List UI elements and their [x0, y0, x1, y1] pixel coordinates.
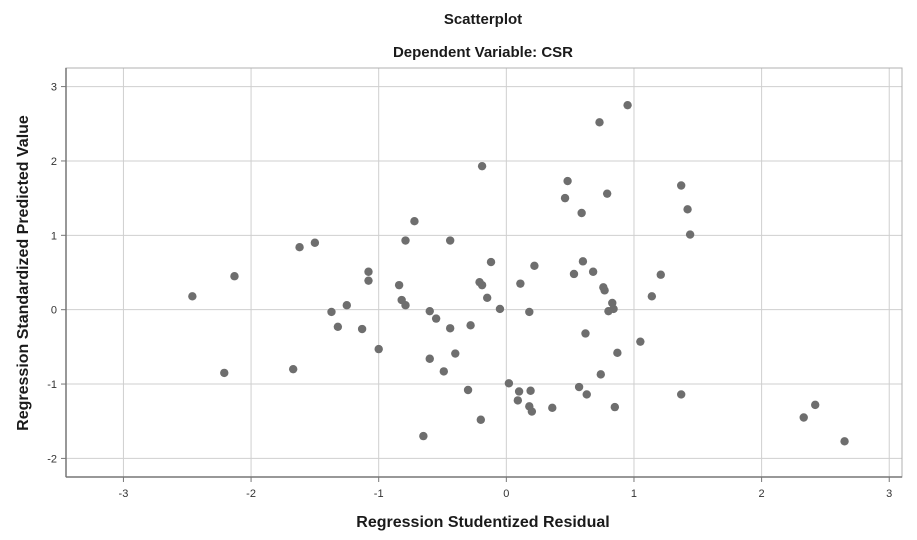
- data-point: [609, 304, 618, 314]
- data-point: [310, 238, 320, 247]
- data-point: [525, 307, 534, 317]
- y-tick-label: 2: [51, 156, 57, 168]
- data-point: [451, 349, 460, 358]
- data-point: [477, 161, 487, 171]
- y-tick-label: -1: [47, 379, 57, 391]
- data-point: [588, 267, 598, 276]
- data-point: [327, 307, 336, 317]
- x-axis-label: Regression Studentized Residual: [356, 514, 609, 531]
- data-point: [357, 324, 367, 334]
- x-tick-label: 0: [503, 488, 509, 500]
- data-point: [596, 370, 605, 379]
- x-tick-label: 2: [759, 488, 765, 500]
- data-point: [600, 286, 609, 295]
- data-point: [513, 396, 523, 405]
- data-point: [288, 364, 298, 374]
- data-point: [656, 270, 665, 279]
- data-point: [563, 176, 572, 186]
- data-point: [610, 402, 620, 412]
- data-point: [419, 431, 428, 441]
- data-point: [582, 390, 591, 399]
- data-point: [410, 216, 419, 226]
- data-point: [495, 304, 505, 314]
- data-point: [401, 301, 410, 310]
- data-point: [676, 390, 686, 399]
- data-point: [445, 324, 455, 333]
- x-tick-label: 1: [631, 488, 637, 500]
- data-point: [581, 329, 590, 338]
- data-point: [374, 344, 383, 354]
- x-tick-label: -3: [119, 488, 129, 500]
- data-point: [527, 407, 537, 416]
- data-point: [514, 387, 524, 396]
- data-point: [840, 437, 849, 446]
- data-point: [811, 400, 820, 410]
- data-point: [445, 236, 455, 245]
- data-point: [425, 354, 434, 363]
- data-point: [595, 118, 604, 127]
- data-point: [230, 272, 239, 281]
- data-point: [516, 279, 525, 288]
- data-point: [504, 379, 514, 388]
- data-point: [477, 280, 487, 290]
- data-point: [364, 267, 373, 276]
- data-point: [577, 208, 586, 218]
- y-tick-label: -2: [47, 453, 57, 465]
- data-point: [799, 413, 808, 422]
- x-tick-label: -1: [374, 488, 384, 500]
- data-point: [647, 292, 657, 301]
- data-point: [364, 276, 373, 285]
- data-point: [486, 257, 496, 267]
- x-tick-label: 3: [886, 488, 892, 500]
- data-point: [333, 322, 343, 331]
- data-point: [602, 189, 612, 198]
- y-tick-label: 1: [51, 230, 57, 242]
- y-tick-label: 3: [51, 82, 57, 94]
- data-point: [476, 415, 486, 424]
- data-point: [188, 292, 197, 301]
- tick-layer: -3 -2 -1 0 1 2 3 -2 -1 0 1 2 3: [47, 82, 892, 500]
- data-point: [401, 236, 410, 245]
- grid-layer: [66, 68, 902, 477]
- data-point: [439, 367, 448, 376]
- data-point: [425, 306, 434, 316]
- data-point: [548, 403, 557, 413]
- data-point: [560, 193, 570, 203]
- data-point: [636, 337, 645, 346]
- data-point: [569, 269, 579, 279]
- data-point: [683, 205, 692, 214]
- data-point: [431, 314, 441, 323]
- plot-frame: [65, 67, 903, 478]
- chart-subtitle: Dependent Variable: CSR: [393, 44, 573, 61]
- data-point: [220, 368, 229, 378]
- data-point: [613, 348, 622, 358]
- data-point: [466, 321, 475, 330]
- data-point: [685, 230, 695, 239]
- data-point: [482, 293, 492, 302]
- data-point: [578, 257, 588, 266]
- data-point: [574, 382, 584, 392]
- data-point: [526, 386, 535, 395]
- x-tick-label: -2: [246, 488, 256, 500]
- y-axis-label: Regression Standardized Predicted Value: [15, 115, 32, 431]
- data-point: [394, 280, 404, 290]
- data-point: [463, 385, 473, 395]
- chart-title: Scatterplot: [444, 11, 522, 28]
- data-point: [623, 100, 632, 110]
- data-point: [530, 261, 539, 271]
- y-tick-label: 0: [51, 305, 57, 317]
- point-layer: [188, 100, 849, 446]
- data-point: [342, 301, 351, 310]
- data-point: [295, 243, 304, 252]
- data-point: [676, 181, 686, 190]
